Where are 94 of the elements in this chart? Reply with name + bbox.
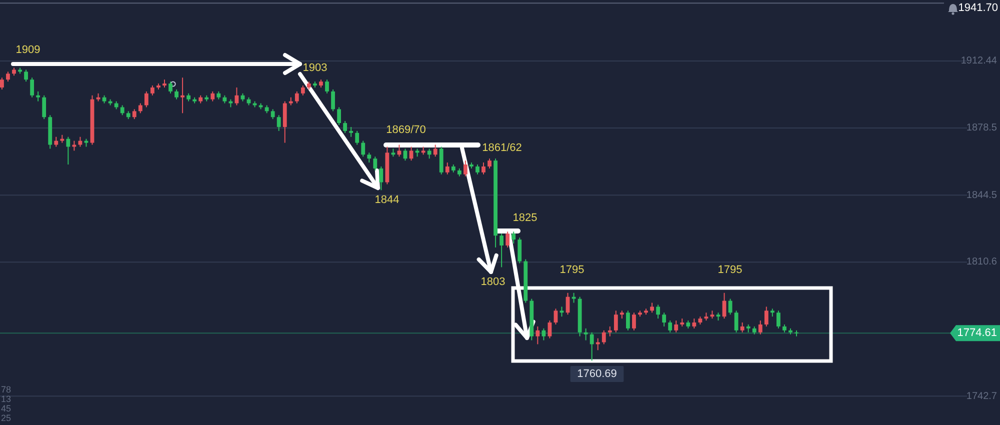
candlestick — [674, 320, 678, 333]
candlestick — [0, 77, 4, 90]
annotation: 25 — [1, 412, 12, 423]
candlestick — [608, 326, 612, 337]
candlestick — [488, 158, 492, 169]
annotation: 78 — [1, 384, 12, 394]
candlestick — [6, 71, 10, 82]
annotation: 1795 — [718, 264, 742, 276]
candlestick — [626, 310, 630, 331]
candlestick — [180, 77, 184, 114]
candlestick — [270, 108, 275, 120]
candlestick — [78, 136, 82, 148]
candlestick — [30, 77, 34, 98]
candlestick — [36, 90, 40, 102]
annotation: 1903 — [302, 62, 328, 74]
candlestick — [349, 126, 354, 138]
candlestick — [734, 310, 738, 333]
candlestick — [367, 152, 372, 164]
candlestick — [482, 162, 486, 175]
candlestick — [433, 144, 438, 158]
candlestick — [476, 164, 480, 175]
annotation: 1825 — [512, 212, 538, 224]
candlestick — [24, 69, 28, 82]
candlestick — [445, 162, 450, 175]
candlestick — [294, 90, 299, 104]
y-tick-label: 1742.7 — [966, 390, 998, 402]
candlestick — [144, 90, 148, 108]
candlestick — [361, 140, 366, 158]
candlestick — [168, 81, 172, 94]
y-tick-label: 1844.5 — [966, 190, 998, 201]
candlestick — [300, 85, 305, 96]
candlestick — [554, 308, 558, 325]
candlestick — [337, 106, 341, 126]
annotation: 1844 — [374, 194, 400, 206]
candlestick — [692, 318, 696, 329]
candlestick — [276, 114, 281, 132]
candlestick — [506, 231, 510, 248]
candlestick — [463, 160, 468, 177]
annotation: 1861/62 — [482, 142, 522, 154]
candlestick — [439, 146, 444, 175]
candlestick — [331, 88, 335, 112]
candlestick — [343, 120, 348, 134]
candlestick — [150, 85, 154, 96]
candlestick — [120, 104, 124, 116]
annotation: 1795 — [560, 264, 584, 276]
candlestick — [740, 322, 744, 333]
candlestick — [379, 166, 384, 191]
ref-line-label: 1941.70 — [958, 2, 998, 14]
candlestick — [282, 100, 287, 144]
candlestick — [656, 304, 660, 320]
candlestick — [518, 237, 522, 264]
y-tick-label: 1810.6 — [966, 256, 998, 268]
candlestick — [602, 330, 606, 345]
candlestick — [764, 306, 768, 327]
candlestick — [662, 312, 666, 327]
candlestick — [614, 310, 618, 333]
candlestick — [572, 292, 576, 304]
candlestick — [548, 320, 552, 339]
ref-line-label: 1774.61 — [957, 327, 997, 340]
candlestick — [668, 320, 672, 333]
candlestick — [650, 302, 654, 314]
candlestick — [776, 310, 780, 329]
candlestick — [397, 144, 402, 158]
candlestick — [500, 233, 504, 268]
annotation: 1869/70 — [386, 124, 426, 136]
candlestick — [427, 148, 432, 160]
candlestick — [632, 312, 636, 331]
candlestick — [42, 94, 46, 120]
candlestick — [355, 130, 360, 146]
candlestick — [174, 88, 178, 100]
annotation: 45 — [1, 403, 12, 414]
candlestick — [560, 306, 564, 318]
annotation: 1760.69 — [577, 368, 617, 380]
candlestick — [54, 136, 58, 148]
candlestick — [536, 326, 540, 345]
candlestick — [403, 148, 408, 162]
candlestick — [234, 86, 239, 106]
annotation: 1803 — [480, 276, 506, 288]
candlestick — [542, 328, 546, 341]
candlestick — [210, 90, 215, 102]
candlestick — [373, 156, 378, 171]
candlestick — [758, 320, 762, 335]
candlestick — [590, 332, 594, 362]
candlestick — [132, 108, 136, 120]
y-tick-label: 1878.5 — [966, 122, 998, 134]
candlestick — [325, 79, 329, 94]
candlestick — [138, 102, 142, 114]
candlestick — [409, 146, 414, 162]
candlestick — [66, 136, 70, 166]
y-tick-label: 1912.44 — [960, 56, 998, 67]
candlestick — [584, 328, 588, 341]
annotation: 1909 — [16, 44, 40, 56]
annotation: 13 — [1, 394, 12, 404]
candlestick — [512, 231, 516, 244]
